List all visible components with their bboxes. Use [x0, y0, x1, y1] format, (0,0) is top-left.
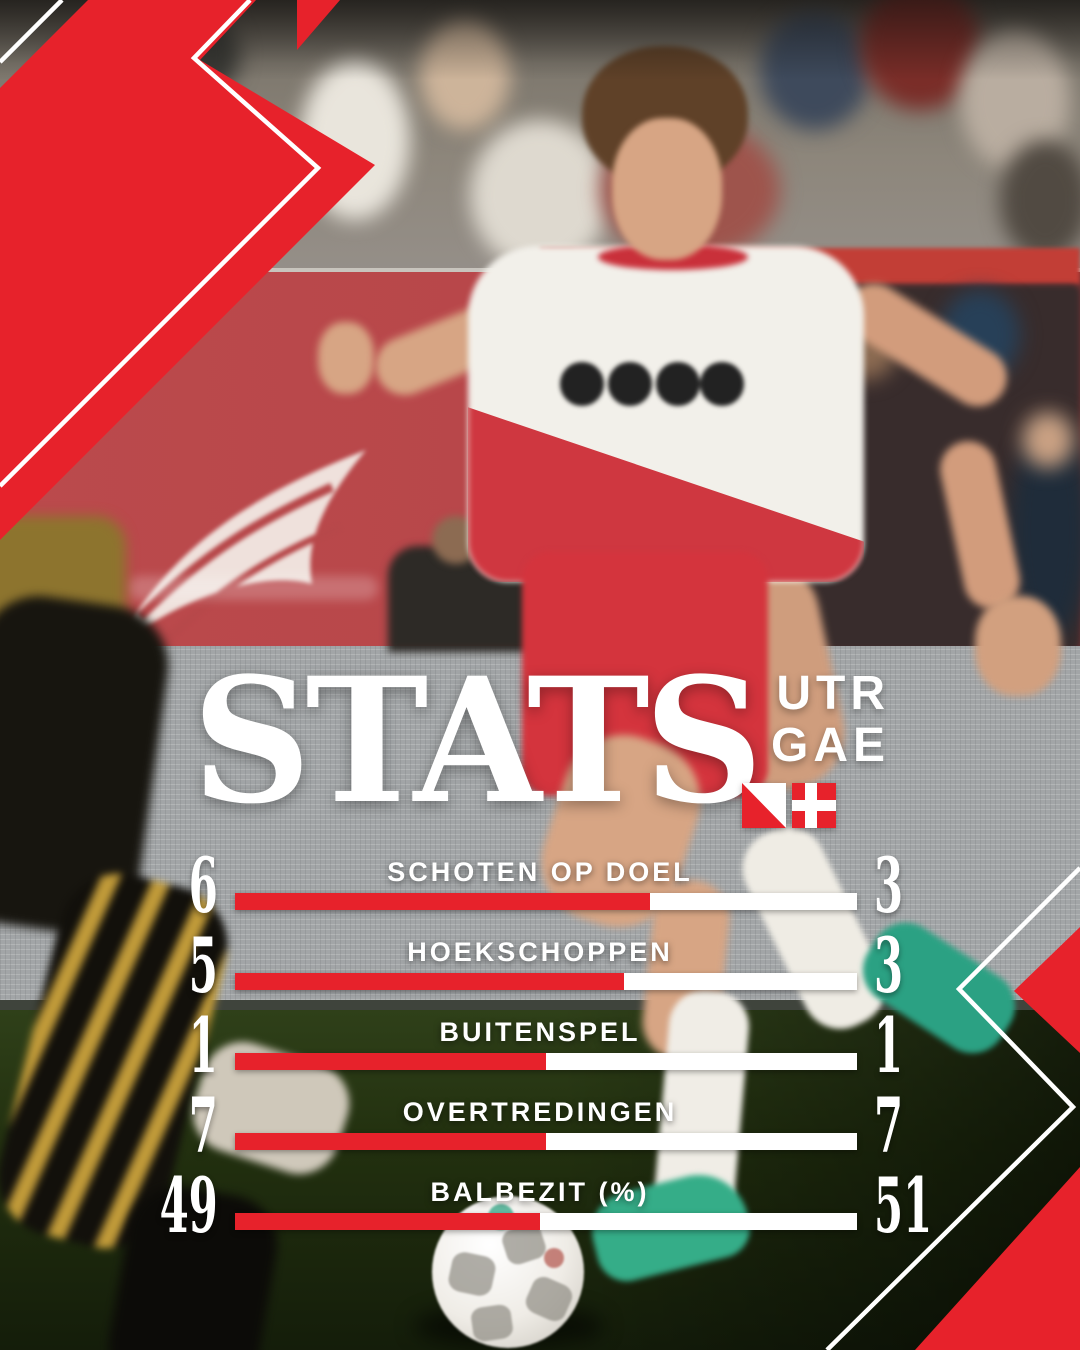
stat-label: HOEKSCHOPPEN — [407, 937, 673, 967]
home-value: 1 — [188, 1001, 218, 1090]
stat-bar-home-fill — [235, 973, 624, 990]
stat-row: BUITENSPEL 1 1 — [0, 1008, 1080, 1095]
sideline-person-head — [1022, 412, 1074, 468]
home-value: 5 — [188, 921, 218, 1010]
away-team-code: GAE — [770, 719, 890, 772]
away-value: 51 — [874, 1161, 933, 1250]
top-vignette — [0, 0, 1080, 80]
home-value: 49 — [159, 1161, 218, 1250]
away-value: 1 — [874, 1001, 904, 1090]
flag-cross-horizontal — [792, 799, 836, 812]
stat-row: HOEKSCHOPPEN 5 3 — [0, 928, 1080, 1015]
away-value: 3 — [874, 921, 904, 1010]
stat-bar — [235, 1053, 857, 1070]
away-value: 3 — [874, 841, 904, 930]
stat-bar-home-fill — [235, 1053, 546, 1070]
stat-bar — [235, 893, 857, 910]
stat-label: BUITENSPEL — [439, 1017, 641, 1047]
player-left-hand — [318, 322, 374, 394]
crowd-blob — [470, 120, 610, 270]
page-title: STATS — [192, 639, 763, 842]
stat-bar — [235, 973, 857, 990]
team-codes: UTR GAE — [771, 668, 890, 772]
crowd-blob — [300, 60, 410, 220]
team-flags — [742, 783, 892, 828]
utrecht-flag-icon — [742, 783, 786, 828]
stat-bar-home-fill — [235, 1133, 546, 1150]
player-shirt-sponsor — [560, 356, 750, 416]
stat-bar — [235, 1213, 857, 1230]
player-right-hand — [975, 596, 1061, 696]
player-face — [612, 118, 722, 260]
away-value: 7 — [874, 1081, 904, 1170]
home-value: 7 — [188, 1081, 218, 1170]
wall-sponsor-smudge — [128, 576, 378, 600]
stat-bar-home-fill — [235, 1213, 540, 1230]
stat-label: BALBEZIT (%) — [430, 1177, 650, 1207]
stat-row: SCHOTEN OP DOEL 6 3 — [0, 848, 1080, 935]
stat-bar — [235, 1133, 857, 1150]
stat-row: OVERTREDINGEN 7 7 — [0, 1088, 1080, 1175]
stat-bar-home-fill — [235, 893, 650, 910]
stat-row: BALBEZIT (%) 49 51 — [0, 1168, 1080, 1255]
home-team-code: UTR — [776, 667, 890, 720]
crowd-blob — [1000, 140, 1080, 260]
gae-cross-flag-icon — [792, 783, 836, 828]
stat-label: SCHOTEN OP DOEL — [387, 857, 693, 887]
home-value: 6 — [188, 841, 218, 930]
stat-label: OVERTREDINGEN — [402, 1097, 678, 1127]
